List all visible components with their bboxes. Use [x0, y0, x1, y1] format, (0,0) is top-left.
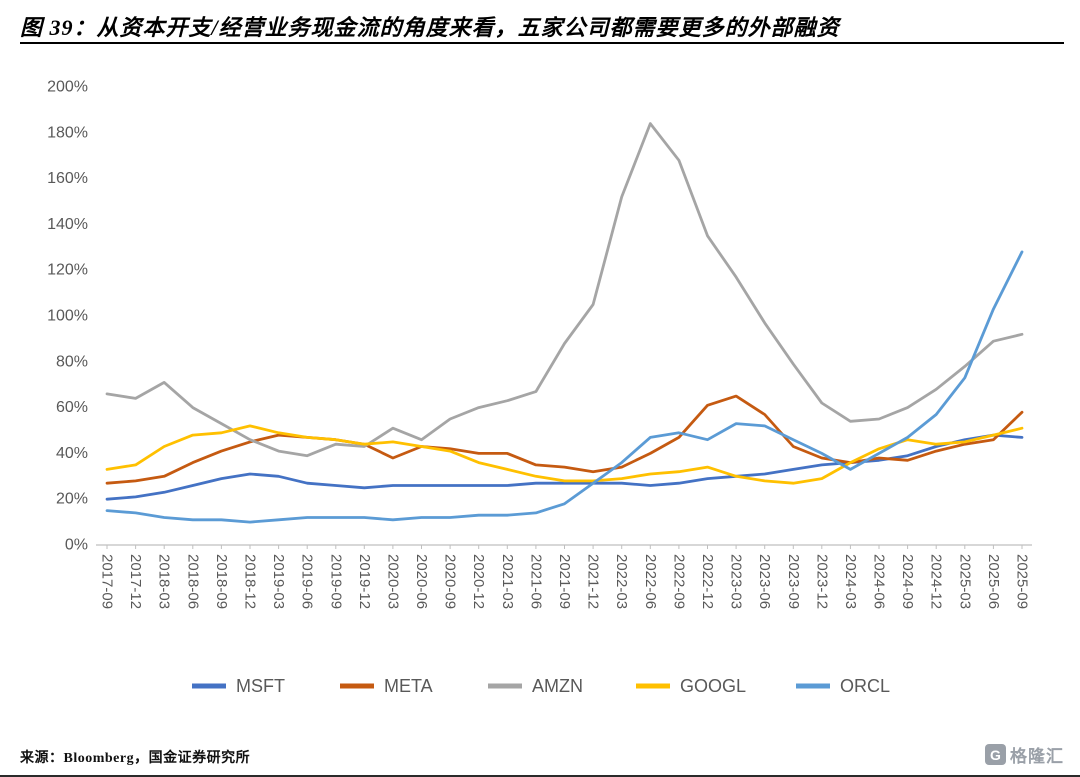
- svg-text:2018-12: 2018-12: [242, 554, 259, 609]
- legend-item-AMZN: AMZN: [488, 676, 583, 696]
- svg-text:2022-03: 2022-03: [613, 554, 630, 609]
- svg-text:2025-03: 2025-03: [956, 554, 973, 609]
- svg-text:120%: 120%: [47, 262, 88, 279]
- svg-text:2017-12: 2017-12: [127, 554, 144, 609]
- legend-label-MSFT: MSFT: [236, 676, 285, 696]
- svg-text:2024-09: 2024-09: [899, 554, 916, 609]
- svg-text:2025-06: 2025-06: [985, 554, 1002, 609]
- series-GOOGL: [105, 424, 1024, 485]
- svg-text:2019-03: 2019-03: [270, 554, 287, 609]
- legend-label-GOOGL: GOOGL: [680, 676, 746, 696]
- svg-text:2020-12: 2020-12: [470, 554, 487, 609]
- y-axis-labels: 0% 20% 40% 60% 80% 100% 120% 140% 160% 180% 200%: [47, 79, 88, 554]
- svg-text:2022-06: 2022-06: [642, 554, 659, 609]
- svg-text:80%: 80%: [56, 353, 88, 370]
- legend-marker-GOOGL: [636, 683, 670, 689]
- svg-text:2018-03: 2018-03: [156, 554, 173, 609]
- svg-text:2023-03: 2023-03: [728, 554, 745, 609]
- gelonghui-logo: G 格隆汇: [985, 742, 1064, 767]
- legend-label-ORCL: ORCL: [840, 676, 890, 696]
- legend-label-META: META: [384, 676, 433, 696]
- bottom-divider: [0, 775, 1080, 777]
- x-axis-labels: 2017-09 2017-12 2018-03 2018-06 2018-09 2018-…: [99, 554, 1031, 609]
- x-axis-ticks: [106, 545, 1023, 549]
- svg-text:2019-12: 2019-12: [356, 554, 373, 609]
- series-ORCL: [105, 250, 1024, 524]
- legend-item-META: META: [340, 676, 433, 696]
- svg-text:2024-06: 2024-06: [871, 554, 888, 609]
- svg-text:2020-09: 2020-09: [442, 554, 459, 609]
- legend-item-ORCL: ORCL: [796, 676, 890, 696]
- series-AMZN: [105, 122, 1024, 458]
- svg-text:2021-06: 2021-06: [527, 554, 544, 609]
- legend: MSFT META AMZN GOOGL ORCL: [192, 676, 890, 696]
- legend-marker-ORCL: [796, 683, 830, 689]
- legend-item-MSFT: MSFT: [192, 676, 285, 696]
- svg-text:200%: 200%: [47, 79, 88, 96]
- svg-text:2020-06: 2020-06: [413, 554, 430, 609]
- figure-header: 图 39：从资本开支/经营业务现金流的角度来看，五家公司都需要更多的外部融资: [20, 0, 1064, 44]
- svg-text:160%: 160%: [47, 170, 88, 187]
- svg-text:2023-06: 2023-06: [756, 554, 773, 609]
- svg-text:100%: 100%: [47, 308, 88, 325]
- svg-text:2022-12: 2022-12: [699, 554, 716, 609]
- svg-text:2022-09: 2022-09: [670, 554, 687, 609]
- svg-text:2017-09: 2017-09: [99, 554, 116, 609]
- legend-label-AMZN: AMZN: [532, 676, 583, 696]
- svg-text:2021-12: 2021-12: [585, 554, 602, 609]
- svg-text:2025-09: 2025-09: [1014, 554, 1031, 609]
- svg-text:2019-09: 2019-09: [327, 554, 344, 609]
- source-note: 来源：Bloomberg，国金证券研究所: [20, 751, 251, 766]
- svg-text:2024-12: 2024-12: [928, 554, 945, 609]
- gelonghui-logo-text: 格隆汇: [1010, 747, 1064, 766]
- svg-text:2018-09: 2018-09: [213, 554, 230, 609]
- gelonghui-logo-icon: G: [985, 744, 1006, 765]
- series-MSFT: [105, 433, 1024, 501]
- svg-text:2023-09: 2023-09: [785, 554, 802, 609]
- svg-text:2023-12: 2023-12: [813, 554, 830, 609]
- svg-text:60%: 60%: [56, 399, 88, 416]
- svg-text:2019-06: 2019-06: [299, 554, 316, 609]
- line-chart: 0% 20% 40% 60% 80% 100% 120% 140% 160% 180% 200% 20…: [47, 79, 1032, 696]
- legend-item-GOOGL: GOOGL: [636, 676, 746, 696]
- svg-text:140%: 140%: [47, 216, 88, 233]
- svg-text:40%: 40%: [56, 445, 88, 462]
- figure-footer: 来源：Bloomberg，国金证券研究所 G 格隆汇: [20, 742, 1064, 767]
- figure-title: 图 39：从资本开支/经营业务现金流的角度来看，五家公司都需要更多的外部融资: [20, 15, 840, 40]
- svg-text:2021-09: 2021-09: [556, 554, 573, 609]
- svg-text:2018-06: 2018-06: [184, 554, 201, 609]
- legend-marker-META: [340, 683, 374, 689]
- svg-text:180%: 180%: [47, 124, 88, 141]
- svg-text:2020-03: 2020-03: [384, 554, 401, 609]
- legend-marker-MSFT: [192, 683, 226, 689]
- svg-text:2024-03: 2024-03: [842, 554, 859, 609]
- svg-text:2021-03: 2021-03: [499, 554, 516, 609]
- legend-marker-AMZN: [488, 683, 522, 689]
- svg-text:0%: 0%: [65, 537, 88, 554]
- svg-text:20%: 20%: [56, 491, 88, 508]
- series-META: [105, 394, 1024, 485]
